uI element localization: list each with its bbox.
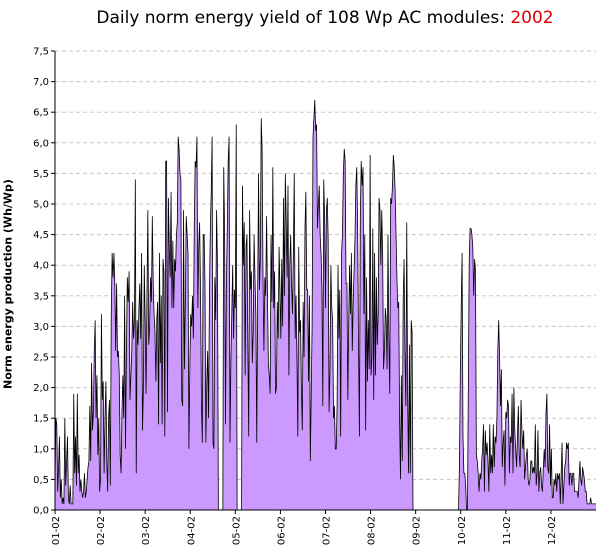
y-tick-label: 1,0 <box>33 444 49 455</box>
y-ticks: 0,0 0,5 1,0 1,5 2,0 2,5 3,0 3,5 4,0 4,5 5,0 5,5 6,0 6… <box>33 47 55 517</box>
x-tick-label: 04-02 <box>186 516 197 545</box>
x-tick-label: 01-02 <box>51 516 62 545</box>
x-tick-label: 05-02 <box>231 516 242 545</box>
chart-title: Daily norm energy yield of 108 Wp AC mod… <box>0 8 610 28</box>
x-tick-label: 03-02 <box>141 516 152 545</box>
y-tick-label: 7,5 <box>33 47 49 58</box>
x-tick-label: 08-02 <box>367 516 378 545</box>
y-tick-label: 6,5 <box>33 108 49 119</box>
title-year: 2002 <box>510 8 554 28</box>
y-tick-label: 4,0 <box>33 261 49 272</box>
y-tick-label: 5,5 <box>33 169 49 180</box>
y-tick-label: 7,0 <box>33 77 49 88</box>
x-ticks: 01-02 02-02 03-02 04-02 05-02 06-02 07-02 08-02… <box>51 510 558 545</box>
x-tick-label: 11-02 <box>502 516 513 545</box>
y-tick-label: 4,5 <box>33 230 49 241</box>
energy-series-area <box>55 99 596 511</box>
x-tick-label: 06-02 <box>276 516 287 545</box>
y-tick-label: 2,0 <box>33 383 49 394</box>
title-prefix: Daily norm energy yield of 108 Wp AC mod… <box>96 8 511 28</box>
y-tick-label: 3,0 <box>33 322 49 333</box>
y-tick-label: 2,5 <box>33 353 49 364</box>
x-tick-label: 10-02 <box>457 516 468 545</box>
x-tick-label: 07-02 <box>322 516 333 545</box>
y-tick-label: 1,5 <box>33 414 49 425</box>
x-tick-label: 12-02 <box>547 516 558 545</box>
y-tick-label: 5,0 <box>33 200 49 211</box>
y-tick-label: 0,0 <box>33 506 49 517</box>
x-tick-label: 09-02 <box>412 516 423 545</box>
x-tick-label: 02-02 <box>96 516 107 545</box>
y-tick-label: 0,5 <box>33 475 49 486</box>
energy-series-line <box>54 99 596 511</box>
y-tick-label: 6,0 <box>33 138 49 149</box>
y-tick-label: 3,5 <box>33 291 49 302</box>
